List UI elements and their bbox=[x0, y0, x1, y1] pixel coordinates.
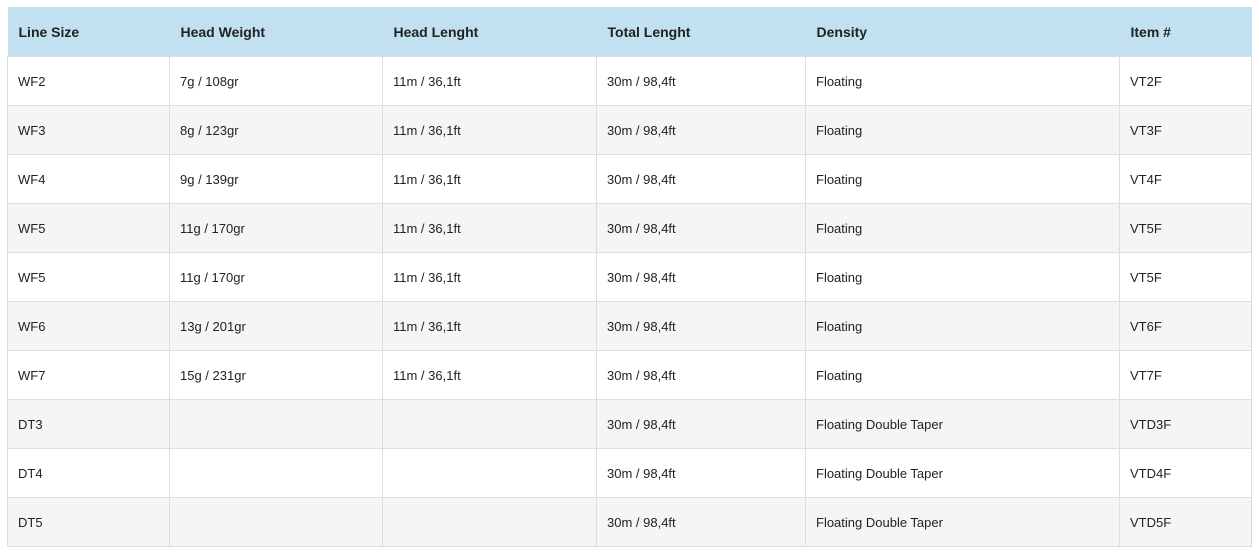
cell-head-weight: 7g / 108gr bbox=[169, 56, 383, 106]
header-line-size: Line Size bbox=[7, 7, 170, 57]
cell-item-number: VTD3F bbox=[1119, 399, 1252, 449]
cell-head-weight bbox=[169, 399, 383, 449]
cell-item-number: VT2F bbox=[1119, 56, 1252, 106]
cell-head-length bbox=[382, 448, 597, 498]
table-row: DT3 30m / 98,4ft Floating Double Taper VTD3… bbox=[7, 399, 1252, 449]
cell-density: Floating bbox=[805, 203, 1120, 253]
cell-item-number: VT7F bbox=[1119, 350, 1252, 400]
cell-line-size: WF6 bbox=[7, 301, 170, 351]
cell-head-weight: 8g / 123gr bbox=[169, 105, 383, 155]
cell-total-length: 30m / 98,4ft bbox=[596, 56, 806, 106]
cell-line-size: WF5 bbox=[7, 203, 170, 253]
header-head-weight: Head Weight bbox=[169, 7, 383, 57]
cell-line-size: DT4 bbox=[7, 448, 170, 498]
cell-line-size: WF5 bbox=[7, 252, 170, 302]
cell-item-number: VT5F bbox=[1119, 252, 1252, 302]
cell-head-weight: 9g / 139gr bbox=[169, 154, 383, 204]
cell-head-length: 11m / 36,1ft bbox=[382, 252, 597, 302]
table-row: WF2 7g / 108gr 11m / 36,1ft 30m / 98,4ft Flo… bbox=[7, 56, 1252, 106]
cell-line-size: DT5 bbox=[7, 497, 170, 547]
cell-total-length: 30m / 98,4ft bbox=[596, 448, 806, 498]
cell-density: Floating bbox=[805, 301, 1120, 351]
cell-head-length bbox=[382, 399, 597, 449]
cell-item-number: VT5F bbox=[1119, 203, 1252, 253]
cell-line-size: WF2 bbox=[7, 56, 170, 106]
cell-density: Floating Double Taper bbox=[805, 448, 1120, 498]
cell-density: Floating Double Taper bbox=[805, 399, 1120, 449]
cell-item-number: VT6F bbox=[1119, 301, 1252, 351]
cell-head-length: 11m / 36,1ft bbox=[382, 56, 597, 106]
cell-line-size: WF7 bbox=[7, 350, 170, 400]
cell-total-length: 30m / 98,4ft bbox=[596, 105, 806, 155]
cell-head-length: 11m / 36,1ft bbox=[382, 203, 597, 253]
cell-item-number: VTD4F bbox=[1119, 448, 1252, 498]
cell-head-weight: 11g / 170gr bbox=[169, 252, 383, 302]
cell-density: Floating bbox=[805, 154, 1120, 204]
cell-line-size: WF4 bbox=[7, 154, 170, 204]
table-header-row: Line Size Head Weight Head Lenght Total Len… bbox=[7, 7, 1252, 57]
cell-head-length: 11m / 36,1ft bbox=[382, 301, 597, 351]
cell-item-number: VTD5F bbox=[1119, 497, 1252, 547]
cell-item-number: VT3F bbox=[1119, 105, 1252, 155]
table-row: WF3 8g / 123gr 11m / 36,1ft 30m / 98,4ft Flo… bbox=[7, 105, 1252, 155]
specs-table: Line Size Head Weight Head Lenght Total Len… bbox=[7, 7, 1252, 547]
cell-total-length: 30m / 98,4ft bbox=[596, 399, 806, 449]
table-row: WF6 13g / 201gr 11m / 36,1ft 30m / 98,4ft Fl… bbox=[7, 301, 1252, 351]
table-row: WF7 15g / 231gr 11m / 36,1ft 30m / 98,4ft Fl… bbox=[7, 350, 1252, 400]
cell-density: Floating bbox=[805, 105, 1120, 155]
cell-total-length: 30m / 98,4ft bbox=[596, 203, 806, 253]
header-density: Density bbox=[805, 7, 1120, 57]
cell-head-length bbox=[382, 497, 597, 547]
table-row: WF5 11g / 170gr 11m / 36,1ft 30m / 98,4ft Fl… bbox=[7, 203, 1252, 253]
cell-total-length: 30m / 98,4ft bbox=[596, 301, 806, 351]
cell-density: Floating bbox=[805, 350, 1120, 400]
cell-total-length: 30m / 98,4ft bbox=[596, 252, 806, 302]
cell-head-weight: 15g / 231gr bbox=[169, 350, 383, 400]
cell-head-weight bbox=[169, 497, 383, 547]
table-row: DT4 30m / 98,4ft Floating Double Taper VTD4… bbox=[7, 448, 1252, 498]
cell-head-weight bbox=[169, 448, 383, 498]
cell-head-length: 11m / 36,1ft bbox=[382, 105, 597, 155]
cell-total-length: 30m / 98,4ft bbox=[596, 154, 806, 204]
cell-head-length: 11m / 36,1ft bbox=[382, 154, 597, 204]
cell-line-size: DT3 bbox=[7, 399, 170, 449]
table-row: WF4 9g / 139gr 11m / 36,1ft 30m / 98,4ft Flo… bbox=[7, 154, 1252, 204]
table-row: DT5 30m / 98,4ft Floating Double Taper VTD5… bbox=[7, 497, 1252, 547]
cell-item-number: VT4F bbox=[1119, 154, 1252, 204]
header-item-number: Item # bbox=[1119, 7, 1252, 57]
cell-density: Floating bbox=[805, 56, 1120, 106]
header-head-length: Head Lenght bbox=[382, 7, 597, 57]
cell-head-weight: 13g / 201gr bbox=[169, 301, 383, 351]
cell-total-length: 30m / 98,4ft bbox=[596, 350, 806, 400]
cell-total-length: 30m / 98,4ft bbox=[596, 497, 806, 547]
header-total-length: Total Lenght bbox=[596, 7, 806, 57]
cell-head-length: 11m / 36,1ft bbox=[382, 350, 597, 400]
table-row: WF5 11g / 170gr 11m / 36,1ft 30m / 98,4ft Fl… bbox=[7, 252, 1252, 302]
cell-density: Floating bbox=[805, 252, 1120, 302]
cell-head-weight: 11g / 170gr bbox=[169, 203, 383, 253]
cell-density: Floating Double Taper bbox=[805, 497, 1120, 547]
cell-line-size: WF3 bbox=[7, 105, 170, 155]
